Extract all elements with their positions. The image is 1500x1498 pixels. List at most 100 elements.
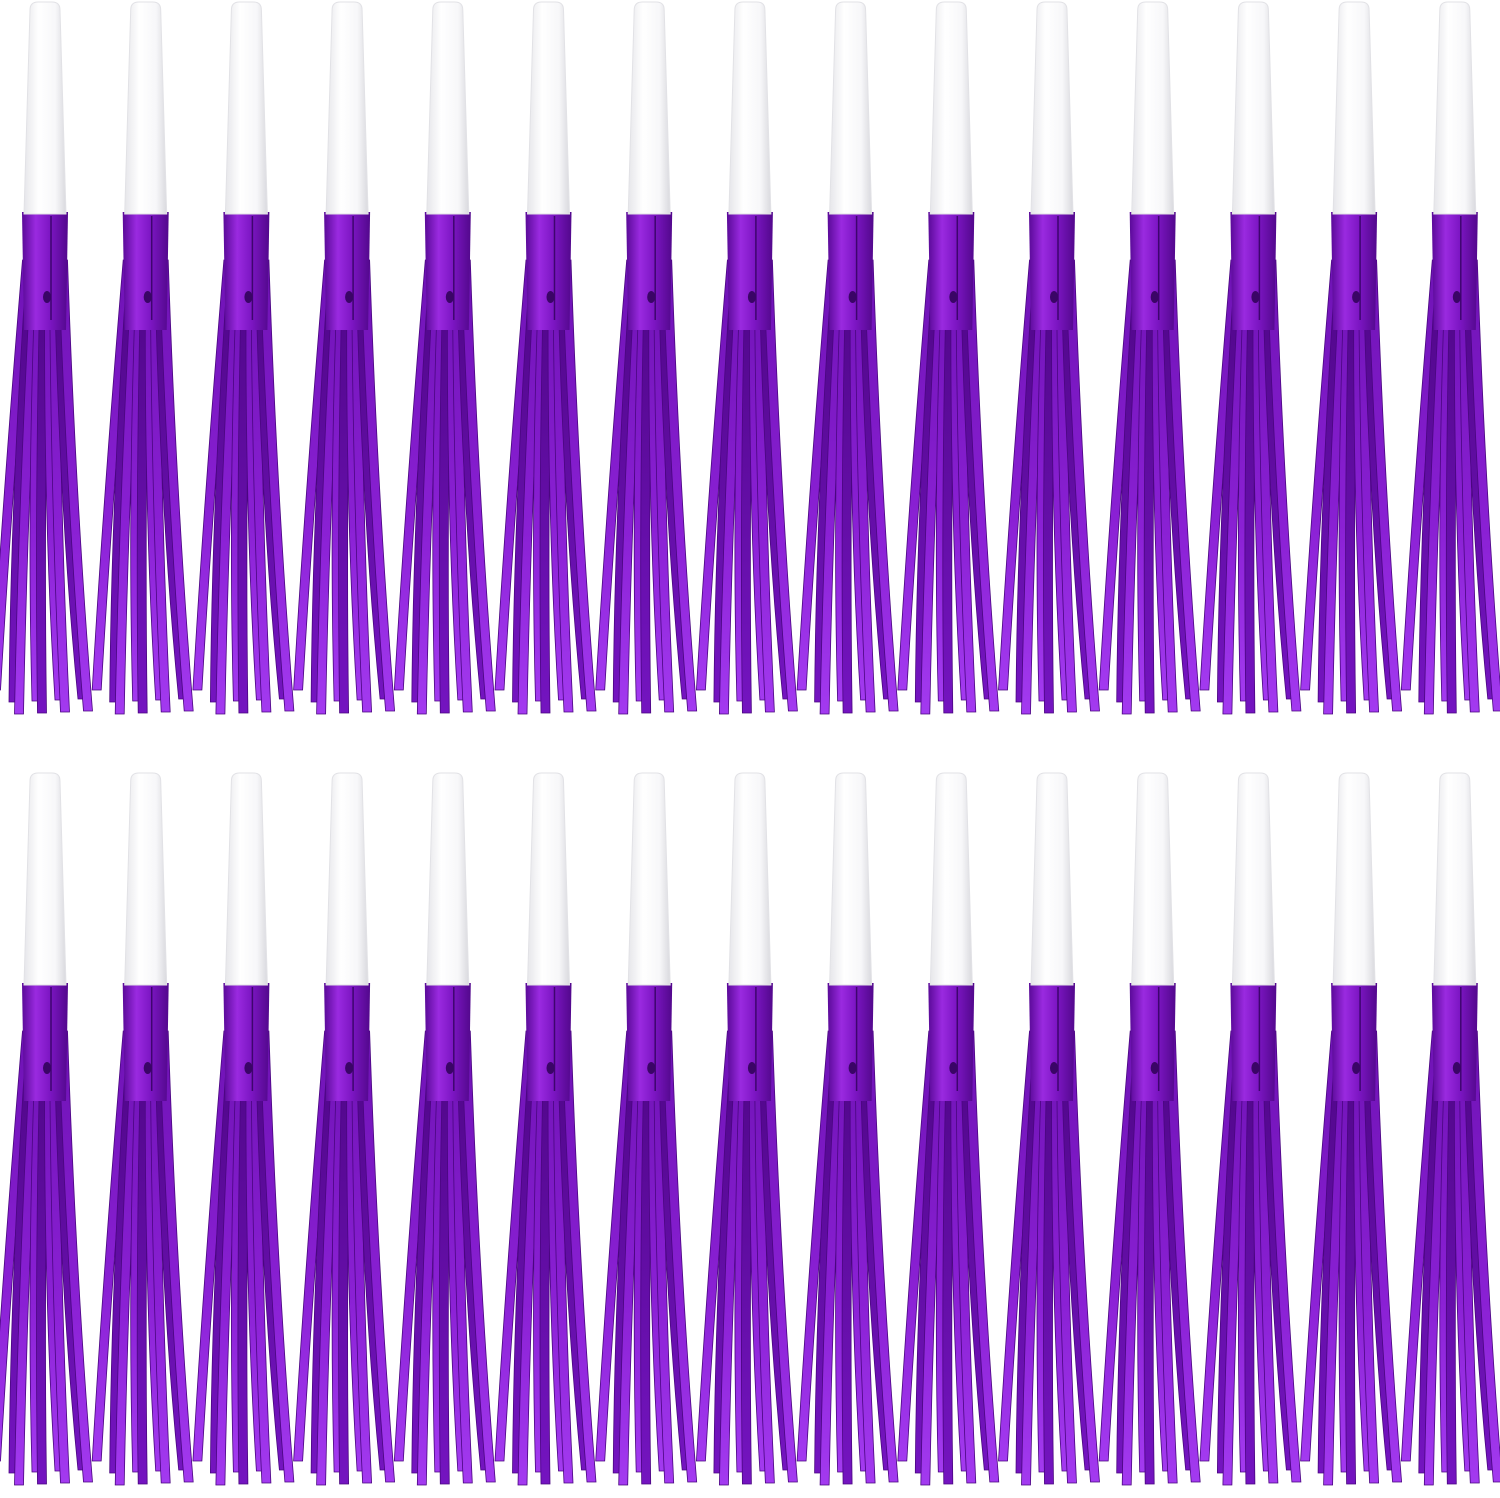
party-horn — [897, 772, 1000, 1486]
horn-tube — [122, 983, 169, 1101]
mouthpiece — [627, 772, 671, 986]
mouthpiece — [224, 1, 268, 215]
tube-hole — [1352, 291, 1361, 303]
mouthpiece — [1332, 1, 1376, 215]
tube-hole — [546, 291, 555, 303]
mouthpiece — [124, 1, 168, 215]
horn-tube — [1331, 212, 1378, 330]
party-horn — [293, 772, 396, 1486]
fringe-strip — [360, 1030, 396, 1483]
horn-tube — [223, 212, 270, 330]
party-horn — [1400, 772, 1500, 1486]
horn-tube — [626, 212, 673, 330]
fringe-strip — [1266, 259, 1302, 712]
mouthpiece — [224, 772, 268, 986]
mouthpiece — [728, 772, 772, 986]
horn-tube — [1230, 983, 1277, 1101]
horn-tube — [1431, 212, 1478, 330]
tube-hole — [244, 1062, 253, 1074]
mouthpiece — [929, 772, 973, 986]
mouthpiece — [1131, 772, 1175, 986]
party-horn — [998, 772, 1100, 1486]
party-horn — [0, 772, 93, 1486]
party-horn — [796, 772, 899, 1486]
fringe-strip — [158, 259, 194, 712]
fringe-strip — [158, 1030, 194, 1483]
mouthpiece — [1231, 772, 1275, 986]
fringe-strip — [561, 1030, 597, 1483]
tube-hole — [345, 1062, 354, 1074]
party-horn — [695, 1, 798, 715]
mouthpiece — [627, 1, 671, 215]
horn-tube — [1331, 983, 1378, 1101]
party-horn — [1199, 1, 1302, 715]
tube-hole — [1352, 1062, 1361, 1074]
fringe-strip — [762, 259, 798, 712]
tube-hole — [244, 291, 253, 303]
horn-tube — [1431, 983, 1478, 1101]
party-horn — [91, 772, 194, 1486]
fringe-strip — [863, 1030, 899, 1483]
horn-tube — [928, 983, 975, 1101]
mouthpiece — [1030, 1, 1074, 215]
horn-tube — [928, 212, 975, 330]
mouthpiece — [1433, 772, 1477, 986]
party-horn — [1300, 772, 1403, 1486]
fringe-strip — [1165, 1030, 1201, 1483]
party-horn — [494, 772, 597, 1486]
fringe-strip — [1065, 1030, 1100, 1483]
horn-tube — [1029, 212, 1075, 330]
fringe-strip — [863, 259, 899, 712]
fringe-strip — [964, 1030, 1000, 1483]
horn-tube — [525, 212, 572, 330]
tube-hole — [143, 291, 152, 303]
horn-tube — [22, 983, 68, 1101]
fringe-strip — [1266, 1030, 1302, 1483]
tube-hole — [1251, 291, 1260, 303]
mouthpiece — [23, 1, 67, 215]
mouthpiece — [426, 772, 470, 986]
horn-tube — [827, 212, 874, 330]
fringe-strip — [460, 1030, 496, 1483]
mouthpiece — [23, 772, 67, 986]
horn-tube — [1129, 212, 1176, 330]
mouthpiece — [526, 1, 571, 215]
mouthpiece — [124, 772, 168, 986]
party-horn — [393, 772, 496, 1486]
horn-tube — [1029, 983, 1075, 1101]
mouthpiece — [526, 772, 571, 986]
party-horn — [0, 1, 93, 715]
tube-hole — [647, 291, 656, 303]
mouthpiece — [829, 1, 873, 215]
horn-tube — [223, 983, 270, 1101]
party-horn — [1098, 772, 1201, 1486]
horn-tube — [1129, 983, 1176, 1101]
fringe-strip — [762, 1030, 798, 1483]
fringe-strip — [964, 259, 1000, 712]
mouthpiece — [1231, 1, 1275, 215]
tube-hole — [747, 1062, 756, 1074]
fringe-strip — [1165, 259, 1201, 712]
horn-tube — [1230, 212, 1277, 330]
party-horn — [1400, 1, 1500, 715]
horn-tube — [726, 212, 773, 330]
tube-hole — [546, 1062, 555, 1074]
party-horn — [293, 1, 396, 715]
horn-tube — [626, 983, 673, 1101]
horn-tube — [726, 983, 773, 1101]
horn-tube — [525, 983, 572, 1101]
party-horn — [897, 1, 1000, 715]
horn-tube — [324, 212, 371, 330]
horn-tube — [324, 983, 371, 1101]
tube-hole — [1150, 291, 1159, 303]
tube-hole — [848, 1062, 857, 1074]
tube-hole — [1251, 1062, 1260, 1074]
fringe-strip — [1065, 259, 1100, 712]
fringe-strip — [1367, 259, 1403, 712]
tube-hole — [43, 1062, 51, 1074]
fringe-strip — [1467, 259, 1500, 712]
mouthpiece — [1332, 772, 1376, 986]
fringe-strip — [360, 259, 396, 712]
